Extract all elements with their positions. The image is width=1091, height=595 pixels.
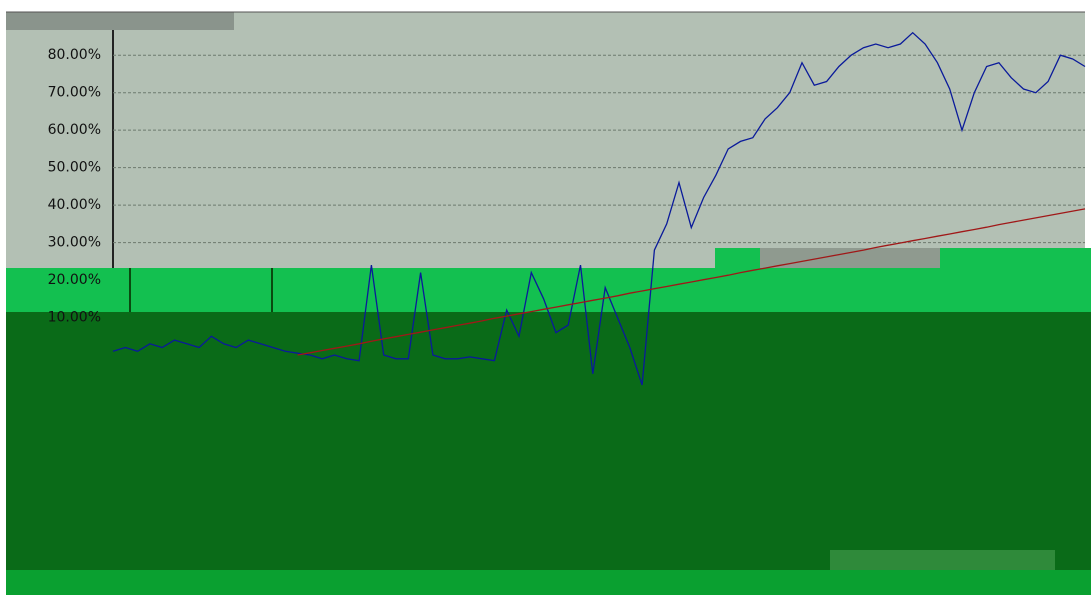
garbled-header bbox=[6, 12, 234, 30]
y-tick-label: 50.00% bbox=[48, 160, 101, 176]
y-tick-label: 10.00% bbox=[48, 310, 101, 326]
y-tick-label: 30.00% bbox=[48, 235, 101, 251]
garbled-block bbox=[760, 248, 940, 270]
y-tick-label: 60.00% bbox=[48, 122, 101, 138]
garbled-block bbox=[830, 550, 1055, 570]
overlay-block bbox=[6, 570, 1091, 595]
overlay-block bbox=[6, 312, 1091, 570]
y-tick-label: 40.00% bbox=[48, 197, 101, 213]
y-tick-label: 80.00% bbox=[48, 47, 101, 63]
page: {"chart_data": {"type": "line", "categor… bbox=[0, 0, 1091, 595]
y-tick-label: 20.00% bbox=[48, 272, 101, 288]
overlay-block bbox=[6, 268, 1091, 312]
y-tick-label: 70.00% bbox=[48, 85, 101, 101]
chart: 10.00% 20.00% 30.00% 40.00% 50.00% 60.00% 70.0… bbox=[0, 0, 1091, 595]
